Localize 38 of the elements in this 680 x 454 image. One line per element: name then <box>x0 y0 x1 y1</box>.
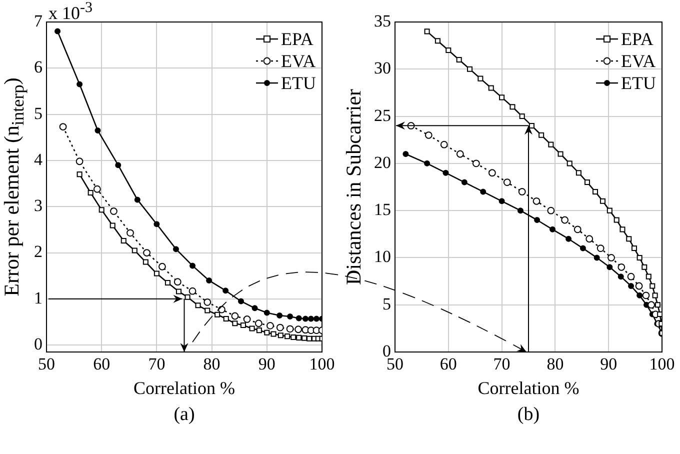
y-tick-label: 5 <box>34 104 42 123</box>
y-tick-label: 4 <box>34 150 43 169</box>
legend-label: EVA <box>281 50 316 72</box>
x-tick-label: 90 <box>600 354 618 374</box>
legend-label: EPA <box>621 28 654 50</box>
y-tick-label: 2 <box>34 242 42 262</box>
x-tick-label: 60 <box>93 354 110 374</box>
x-tick-label: 100 <box>649 354 675 374</box>
y-tick-label: 20 <box>374 152 391 172</box>
y-axis-title: Distances in Subcarrier <box>342 89 366 285</box>
x-tick-label: 90 <box>258 354 276 374</box>
x-tick-label: 80 <box>203 354 220 374</box>
x-tick-label: 50 <box>38 354 55 374</box>
legend-label: ETU <box>621 72 656 94</box>
y-tick-label: 35 <box>374 11 391 30</box>
text: (b) <box>517 404 540 426</box>
legend-label: EVA <box>621 50 656 72</box>
y-tick-label: 25 <box>374 106 391 125</box>
y-tick-label: 5 <box>382 294 391 314</box>
x-tick-label: 60 <box>440 354 457 374</box>
y-tick-label: 30 <box>374 58 391 78</box>
x-tick-label: 70 <box>148 354 166 374</box>
annotation: x 10$^{-3}$ <box>48 0 92 24</box>
y-tick-label: 3 <box>34 196 42 216</box>
x-tick-label: 70 <box>493 354 510 374</box>
y-tick-label: 6 <box>34 58 42 77</box>
text: (a) <box>174 404 195 426</box>
y-tick-label: 0 <box>34 334 42 354</box>
x-tick-label: 80 <box>546 354 564 374</box>
y-tick-label: 7 <box>34 11 43 30</box>
y-tick-label: 1 <box>34 288 42 308</box>
x-axis-title: Correlation % <box>134 378 235 398</box>
legend-label: EPA <box>281 28 314 50</box>
legend-label: ETU <box>281 72 316 94</box>
x-axis-title: Correlation % <box>478 378 580 398</box>
y-tick-label: 15 <box>374 200 391 220</box>
y-tick-label: 10 <box>374 247 391 266</box>
x-tick-label: 100 <box>309 354 335 374</box>
